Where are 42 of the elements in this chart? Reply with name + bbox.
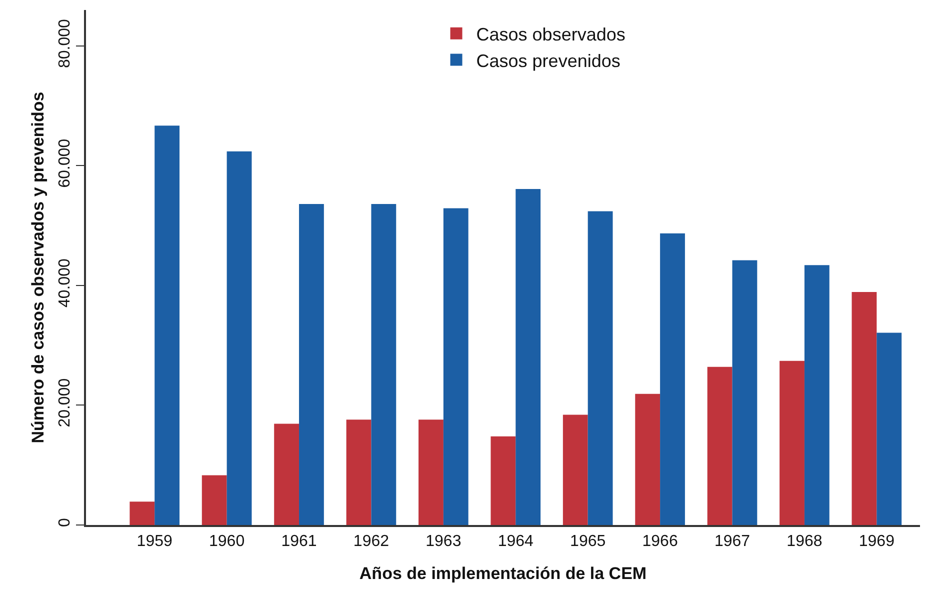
bar (660, 233, 685, 525)
x-tick-label: 1967 (714, 533, 750, 550)
bar (299, 204, 324, 525)
y-axis-title: Número de casos observados y prevenidos (28, 92, 48, 444)
y-tick-label: 0 (56, 518, 74, 528)
bar (226, 151, 252, 525)
bar (130, 502, 155, 525)
legend-label: Casos observados (476, 24, 626, 44)
bar (562, 414, 588, 525)
bar (852, 292, 877, 525)
x-tick-label: 1963 (426, 533, 462, 550)
bar (780, 360, 804, 525)
bar (732, 260, 758, 525)
y-tick-label: 60.000 (56, 138, 74, 188)
x-axis-title: Años de implementación de la CEM (359, 564, 647, 584)
bar (202, 475, 227, 525)
x-tick-label: 1964 (498, 533, 534, 550)
y-tick-label: 80.000 (56, 18, 74, 68)
y-tick-label: 20.000 (56, 378, 74, 428)
x-tick-label: 1966 (642, 533, 678, 550)
bar (588, 211, 613, 525)
x-tick-label: 1959 (136, 533, 172, 550)
bar (371, 204, 396, 525)
x-tick-label: 1965 (570, 533, 606, 550)
x-tick-label: 1969 (858, 533, 895, 550)
x-tick-label: 1968 (786, 533, 822, 550)
bar (490, 436, 516, 525)
x-tick-label: 1960 (209, 533, 245, 550)
y-tick-label: 40.000 (56, 258, 74, 308)
bar (418, 420, 444, 525)
legend-label: Casos prevenidos (476, 50, 620, 71)
x-tick-label: 1962 (353, 533, 390, 550)
bar (274, 424, 300, 525)
bar (707, 366, 732, 525)
bar (804, 265, 830, 525)
bar (635, 394, 660, 525)
bar (154, 126, 180, 525)
bar (516, 189, 541, 525)
bar (876, 332, 902, 525)
x-tick-label: 1961 (281, 533, 317, 550)
bar (346, 420, 372, 525)
bar (443, 208, 468, 525)
